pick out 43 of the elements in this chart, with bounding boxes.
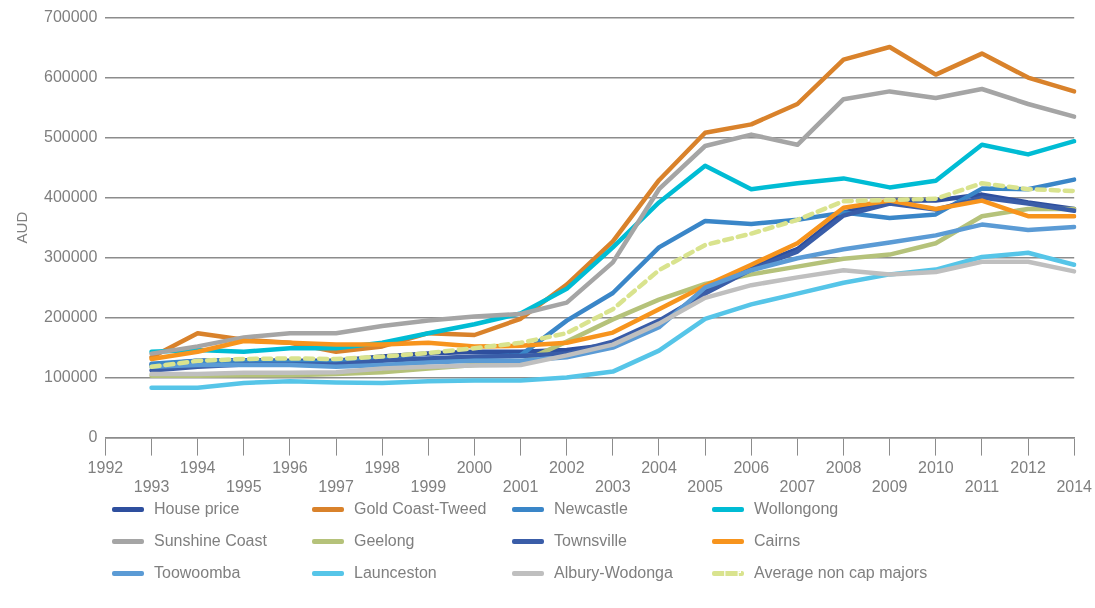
legend-label: Cairns bbox=[754, 532, 801, 550]
legend-label: Geelong bbox=[354, 532, 415, 550]
x-tick-label: 2002 bbox=[548, 458, 585, 476]
legend-label: Wollongong bbox=[754, 500, 839, 518]
legend-label: Toowoomba bbox=[154, 564, 241, 582]
x-tick-label: 1996 bbox=[272, 458, 308, 476]
x-tick-label: 2014 bbox=[1056, 477, 1093, 495]
legend-label: Launceston bbox=[354, 564, 437, 582]
legend-label: Sunshine Coast bbox=[154, 532, 267, 550]
x-tick-label: 2012 bbox=[1010, 458, 1046, 476]
x-tick-label: 2000 bbox=[456, 458, 493, 476]
x-tick-label: 2008 bbox=[825, 458, 862, 476]
x-tick-label: 1994 bbox=[179, 458, 216, 476]
x-tick-label: 2005 bbox=[687, 477, 724, 495]
legend-label: Townsville bbox=[554, 532, 627, 550]
x-tick-label: 1992 bbox=[87, 458, 124, 476]
y-tick-label: 500000 bbox=[44, 128, 98, 146]
x-tick-label: 1999 bbox=[410, 477, 447, 495]
x-tick-label: 2006 bbox=[733, 458, 770, 476]
x-tick-label: 1997 bbox=[318, 477, 354, 495]
x-tick-label: 2003 bbox=[595, 477, 631, 495]
y-tick-label: 100000 bbox=[44, 368, 98, 386]
x-tick-label: 2011 bbox=[964, 477, 1000, 495]
y-tick-label: 300000 bbox=[44, 248, 98, 266]
x-tick-label: 2009 bbox=[871, 477, 908, 495]
y-tick-label: 200000 bbox=[44, 308, 98, 326]
legend-label: Newcastle bbox=[554, 500, 628, 518]
y-tick-label: 700000 bbox=[44, 8, 98, 26]
x-tick-label: 2004 bbox=[641, 458, 677, 476]
legend-label: Gold Coast-Tweed bbox=[354, 500, 487, 518]
y-axis-title: AUD bbox=[13, 211, 31, 244]
x-tick-label: 2010 bbox=[918, 458, 954, 476]
y-tick-label: 0 bbox=[88, 428, 98, 446]
x-tick-label: 1998 bbox=[364, 458, 401, 476]
y-tick-label: 400000 bbox=[44, 188, 98, 206]
x-tick-label: 2007 bbox=[779, 477, 816, 495]
y-tick-label: 600000 bbox=[44, 68, 98, 86]
x-tick-label: 1995 bbox=[226, 477, 262, 495]
legend-label: Average non cap majors bbox=[754, 564, 928, 582]
x-tick-label: 2001 bbox=[502, 477, 539, 495]
legend-label: House price bbox=[154, 500, 240, 518]
x-tick-label: 1993 bbox=[133, 477, 170, 495]
legend-label: Albury-Wodonga bbox=[554, 564, 673, 582]
